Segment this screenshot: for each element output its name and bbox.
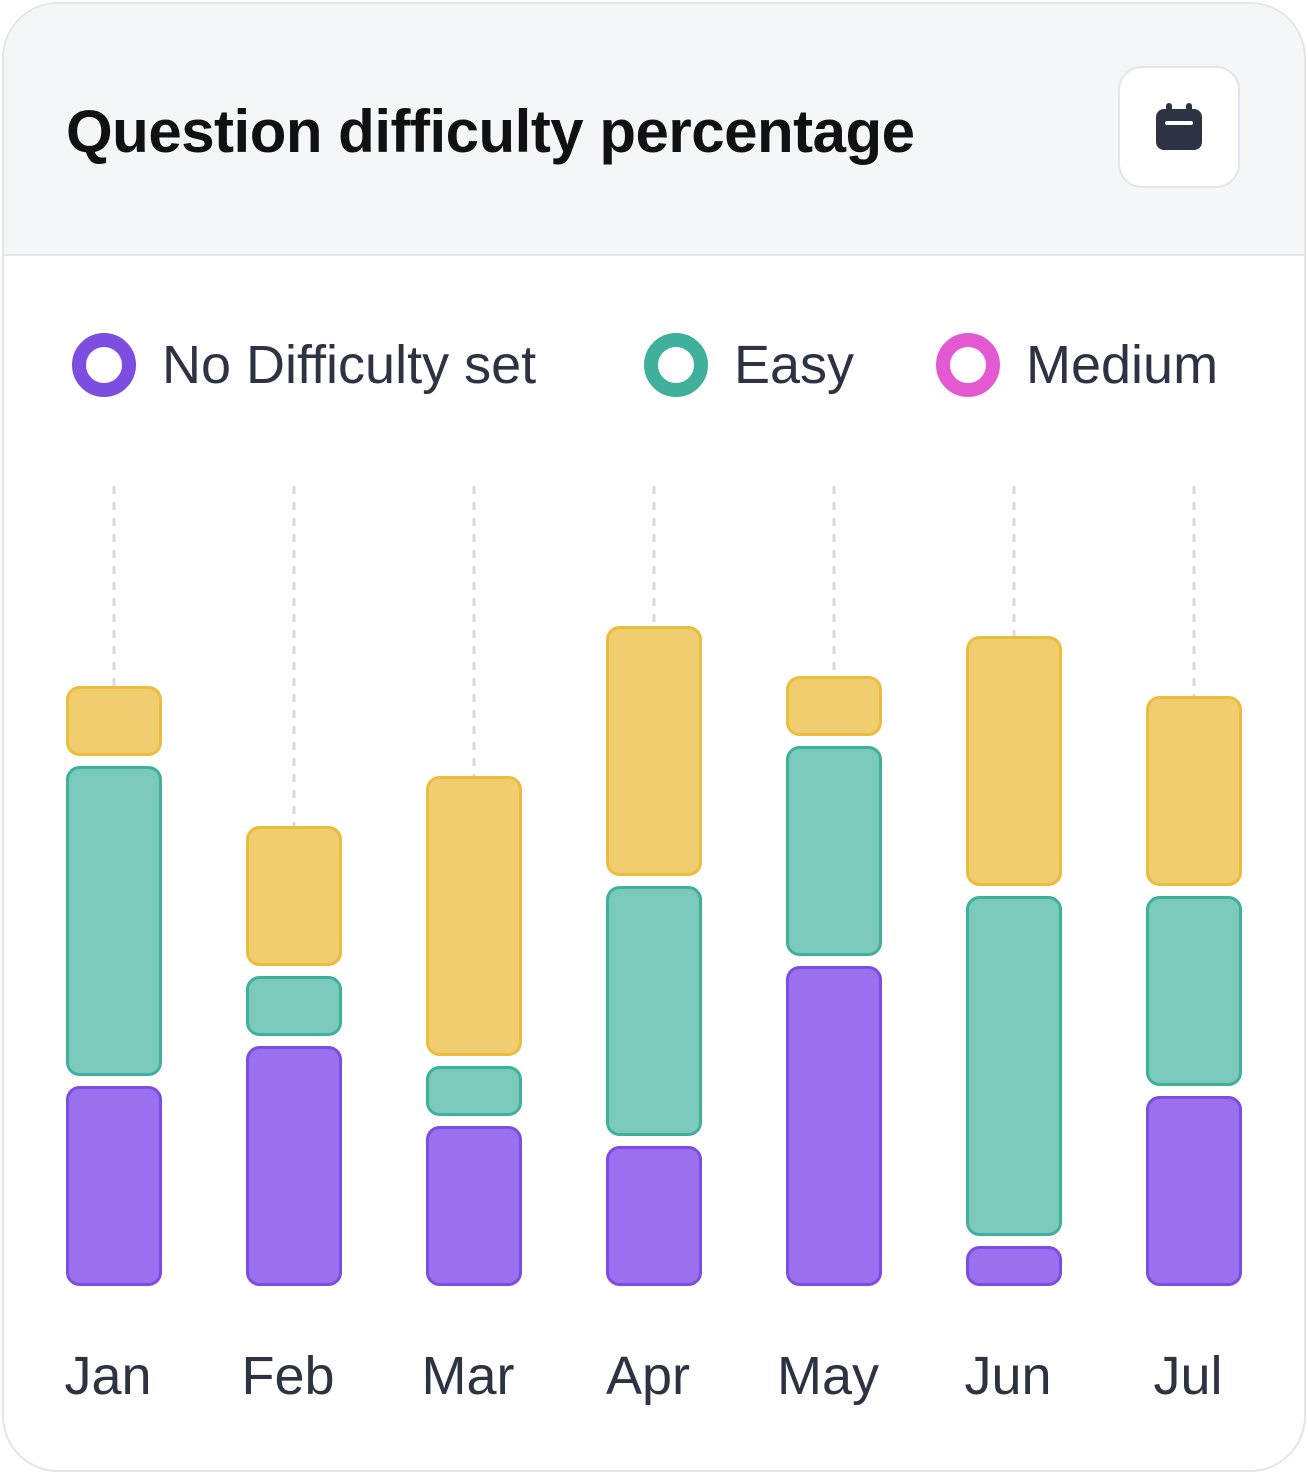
bar-segment-jun-2[interactable] (966, 636, 1062, 886)
legend-dot-icon (936, 333, 1000, 397)
legend-item-medium[interactable]: Medium (936, 330, 1218, 400)
bar-segment-jun-0[interactable] (966, 1246, 1062, 1286)
x-tick-label: Jun (964, 1346, 1051, 1406)
bar-segment-jul-1[interactable] (1146, 896, 1242, 1086)
bar-segment-apr-2[interactable] (606, 626, 702, 876)
legend-label: Easy (734, 335, 855, 395)
legend-label: Medium (1026, 335, 1219, 395)
bar-segment-jan-1[interactable] (66, 766, 162, 1076)
bar-segment-feb-1[interactable] (246, 976, 342, 1036)
legend-dot-icon (72, 333, 136, 397)
bar-segment-feb-2[interactable] (246, 826, 342, 966)
bar-segment-jan-0[interactable] (66, 1086, 162, 1286)
bar-segment-may-1[interactable] (786, 746, 882, 956)
x-tick-label: Jul (1153, 1346, 1222, 1406)
x-tick-label: Jan (64, 1346, 151, 1406)
card-header: Question difficulty percentage (4, 4, 1304, 256)
bar-segment-apr-1[interactable] (606, 886, 702, 1136)
x-tick-label: Mar (422, 1346, 515, 1406)
card-title: Question difficulty percentage (66, 98, 915, 165)
bar-segment-mar-0[interactable] (426, 1126, 522, 1286)
legend-label: No Difficulty set (162, 335, 537, 395)
legend-item-no-difficulty[interactable]: No Difficulty set (72, 330, 536, 400)
legend-dot-icon (644, 333, 708, 397)
bar-segment-jun-1[interactable] (966, 896, 1062, 1236)
bar-segment-jul-0[interactable] (1146, 1096, 1242, 1286)
bar-segment-apr-0[interactable] (606, 1146, 702, 1286)
bar-segment-may-0[interactable] (786, 966, 882, 1286)
bar-segment-feb-0[interactable] (246, 1046, 342, 1286)
chart-legend: No Difficulty set Easy Medium (4, 330, 1304, 400)
bar-segment-jan-2[interactable] (66, 686, 162, 756)
stacked-bar-chart: Jan Feb Mar Apr May Jun Jul (64, 486, 1242, 1406)
bar-segment-mar-2[interactable] (426, 776, 522, 1056)
bar-segment-jul-2[interactable] (1146, 696, 1242, 886)
calendar-icon (1156, 103, 1202, 150)
legend-item-easy[interactable]: Easy (644, 330, 854, 400)
x-tick-label: Apr (606, 1346, 690, 1406)
bar-segment-may-2[interactable] (786, 676, 882, 736)
x-tick-label: May (777, 1346, 879, 1406)
calendar-button[interactable] (1118, 66, 1240, 188)
x-tick-label: Feb (241, 1346, 334, 1406)
bar-segment-mar-1[interactable] (426, 1066, 522, 1116)
